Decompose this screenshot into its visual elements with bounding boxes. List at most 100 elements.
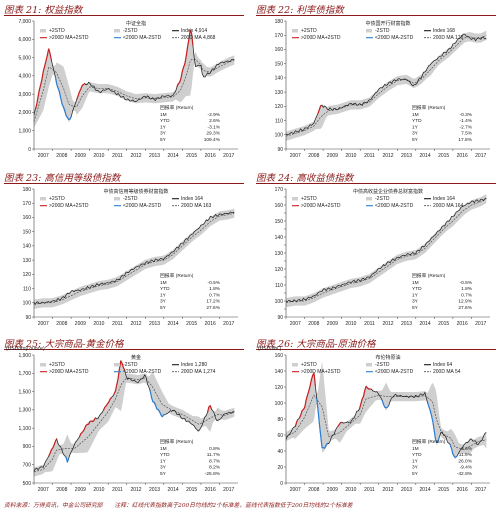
upper-signal-segment xyxy=(78,433,82,438)
x-tick-label: 2016 xyxy=(457,153,468,159)
upper-signal-segment xyxy=(116,378,119,385)
lower-signal-segment xyxy=(318,423,322,437)
upper-signal-segment xyxy=(122,367,126,371)
upper-signal-segment xyxy=(88,420,91,425)
chart-title: 图表 23: 高信用等级债指数 xyxy=(4,173,121,184)
legend-swatch xyxy=(366,197,372,201)
x-tick-label: 2017 xyxy=(223,153,234,159)
returns-title: 回报率 (Return) xyxy=(412,438,446,445)
y-tick-label: 140 xyxy=(275,369,284,375)
x-tick-label: 2009 xyxy=(327,321,338,327)
lower-signal-segment xyxy=(157,409,161,412)
upper-signal-segment xyxy=(188,30,191,40)
x-tick-label: 2008 xyxy=(308,321,319,327)
returns-period: 1M xyxy=(160,446,167,452)
chart-title: 图表 22: 利率债指数 xyxy=(256,5,344,16)
legend-label: >200D MA+2STD xyxy=(49,369,89,375)
x-tick-label: 2016 xyxy=(205,487,216,493)
lower-signal-segment xyxy=(317,410,320,425)
upper-signal-segment xyxy=(305,395,308,401)
returns-period: 3Y xyxy=(412,299,419,305)
returns-value: 3.6% xyxy=(461,446,473,452)
legend-label: 200D MA 4,868 xyxy=(181,35,216,41)
lower-signal-segment xyxy=(449,444,453,449)
legend-label: <200D MA-2STD xyxy=(123,35,162,41)
y-tick-label: 180 xyxy=(23,187,32,193)
x-tick-label: 2016 xyxy=(205,153,216,159)
y-tick-label: 130 xyxy=(275,90,284,96)
returns-value: 7.5% xyxy=(461,131,473,137)
chart-subtitle: 黄金 xyxy=(131,354,141,361)
y-tick-label: 7,000 xyxy=(18,19,31,25)
legend-label: <200D MA-2STD xyxy=(375,369,414,375)
upper-signal-segment xyxy=(118,360,122,369)
lower-signal-segment xyxy=(453,455,456,458)
lower-signal-segment xyxy=(429,410,433,416)
title-rule xyxy=(4,183,244,184)
returns-value: 0.7% xyxy=(209,292,221,298)
x-tick-label: 2017 xyxy=(223,487,234,493)
x-tick-label: 2008 xyxy=(308,487,319,493)
x-tick-label: 2007 xyxy=(38,153,49,159)
returns-title: 回报率 (Return) xyxy=(412,272,446,279)
upper-signal-segment xyxy=(77,91,80,97)
title-rule xyxy=(4,15,244,16)
upper-signal-segment xyxy=(338,422,342,425)
returns-period: 5Y xyxy=(412,137,419,143)
returns-value: -1.4% xyxy=(459,118,472,124)
x-tick-label: 2013 xyxy=(149,321,160,327)
upper-signal-segment xyxy=(85,424,88,426)
y-tick-label: 90 xyxy=(277,147,283,153)
x-tick-label: 2010 xyxy=(93,153,104,159)
upper-signal-segment xyxy=(92,419,95,423)
returns-value: 17.8% xyxy=(458,137,472,143)
upper-signal-segment xyxy=(360,399,363,405)
legend-label: -2STD xyxy=(375,196,390,202)
returns-period: 3Y xyxy=(412,465,419,471)
returns-value: 17.2% xyxy=(206,299,220,305)
upper-signal-segment xyxy=(93,417,96,421)
upper-signal-segment xyxy=(318,105,322,110)
legend-swatch xyxy=(366,29,372,33)
y-tick-label: 90 xyxy=(25,315,31,321)
lower-signal-segment xyxy=(61,103,64,108)
x-tick-label: 2016 xyxy=(457,321,468,327)
returns-period: YTD xyxy=(412,452,422,458)
lower-signal-segment xyxy=(158,411,162,415)
returns-title: 回报率 (Return) xyxy=(160,104,194,111)
returns-value: -9.4% xyxy=(459,465,472,471)
y-tick-label: 120 xyxy=(275,104,284,110)
upper-signal-segment xyxy=(121,363,125,368)
footer-source: 资料来源：万得资讯，中金公司研究部 xyxy=(4,503,103,509)
x-tick-label: 2014 xyxy=(168,153,179,159)
returns-period: 1M xyxy=(412,280,419,286)
returns-value: 12.9% xyxy=(458,299,472,305)
legend-label: +2STD xyxy=(301,362,317,368)
lower-signal-segment xyxy=(324,444,327,449)
lower-signal-segment xyxy=(150,397,154,402)
upper-signal-segment xyxy=(177,82,180,85)
x-tick-label: 2016 xyxy=(457,487,468,493)
lower-signal-segment xyxy=(385,406,388,409)
returns-period: 3Y xyxy=(160,299,167,305)
y-tick-label: 80 xyxy=(277,417,283,423)
upper-signal-segment xyxy=(104,405,107,408)
legend-label: -2STD xyxy=(123,28,138,34)
lower-signal-segment xyxy=(154,404,158,410)
x-tick-label: 2011 xyxy=(364,321,375,327)
x-tick-label: 2012 xyxy=(130,487,141,493)
x-tick-label: 2009 xyxy=(75,153,86,159)
upper-signal-segment xyxy=(50,447,54,451)
upper-signal-segment xyxy=(45,54,48,61)
legend-label: >200D MA+2STD xyxy=(301,369,341,375)
x-tick-label: 2009 xyxy=(327,153,338,159)
x-tick-label: 2009 xyxy=(75,321,86,327)
upper-signal-segment xyxy=(190,33,194,46)
legend-label: -2STD xyxy=(123,196,138,202)
upper-signal-segment xyxy=(42,65,46,72)
lower-signal-segment xyxy=(161,414,165,418)
returns-period: 1M xyxy=(412,446,419,452)
lower-signal-segment xyxy=(386,404,390,408)
returns-value: 1.8% xyxy=(209,286,221,292)
ma-line xyxy=(285,198,487,303)
